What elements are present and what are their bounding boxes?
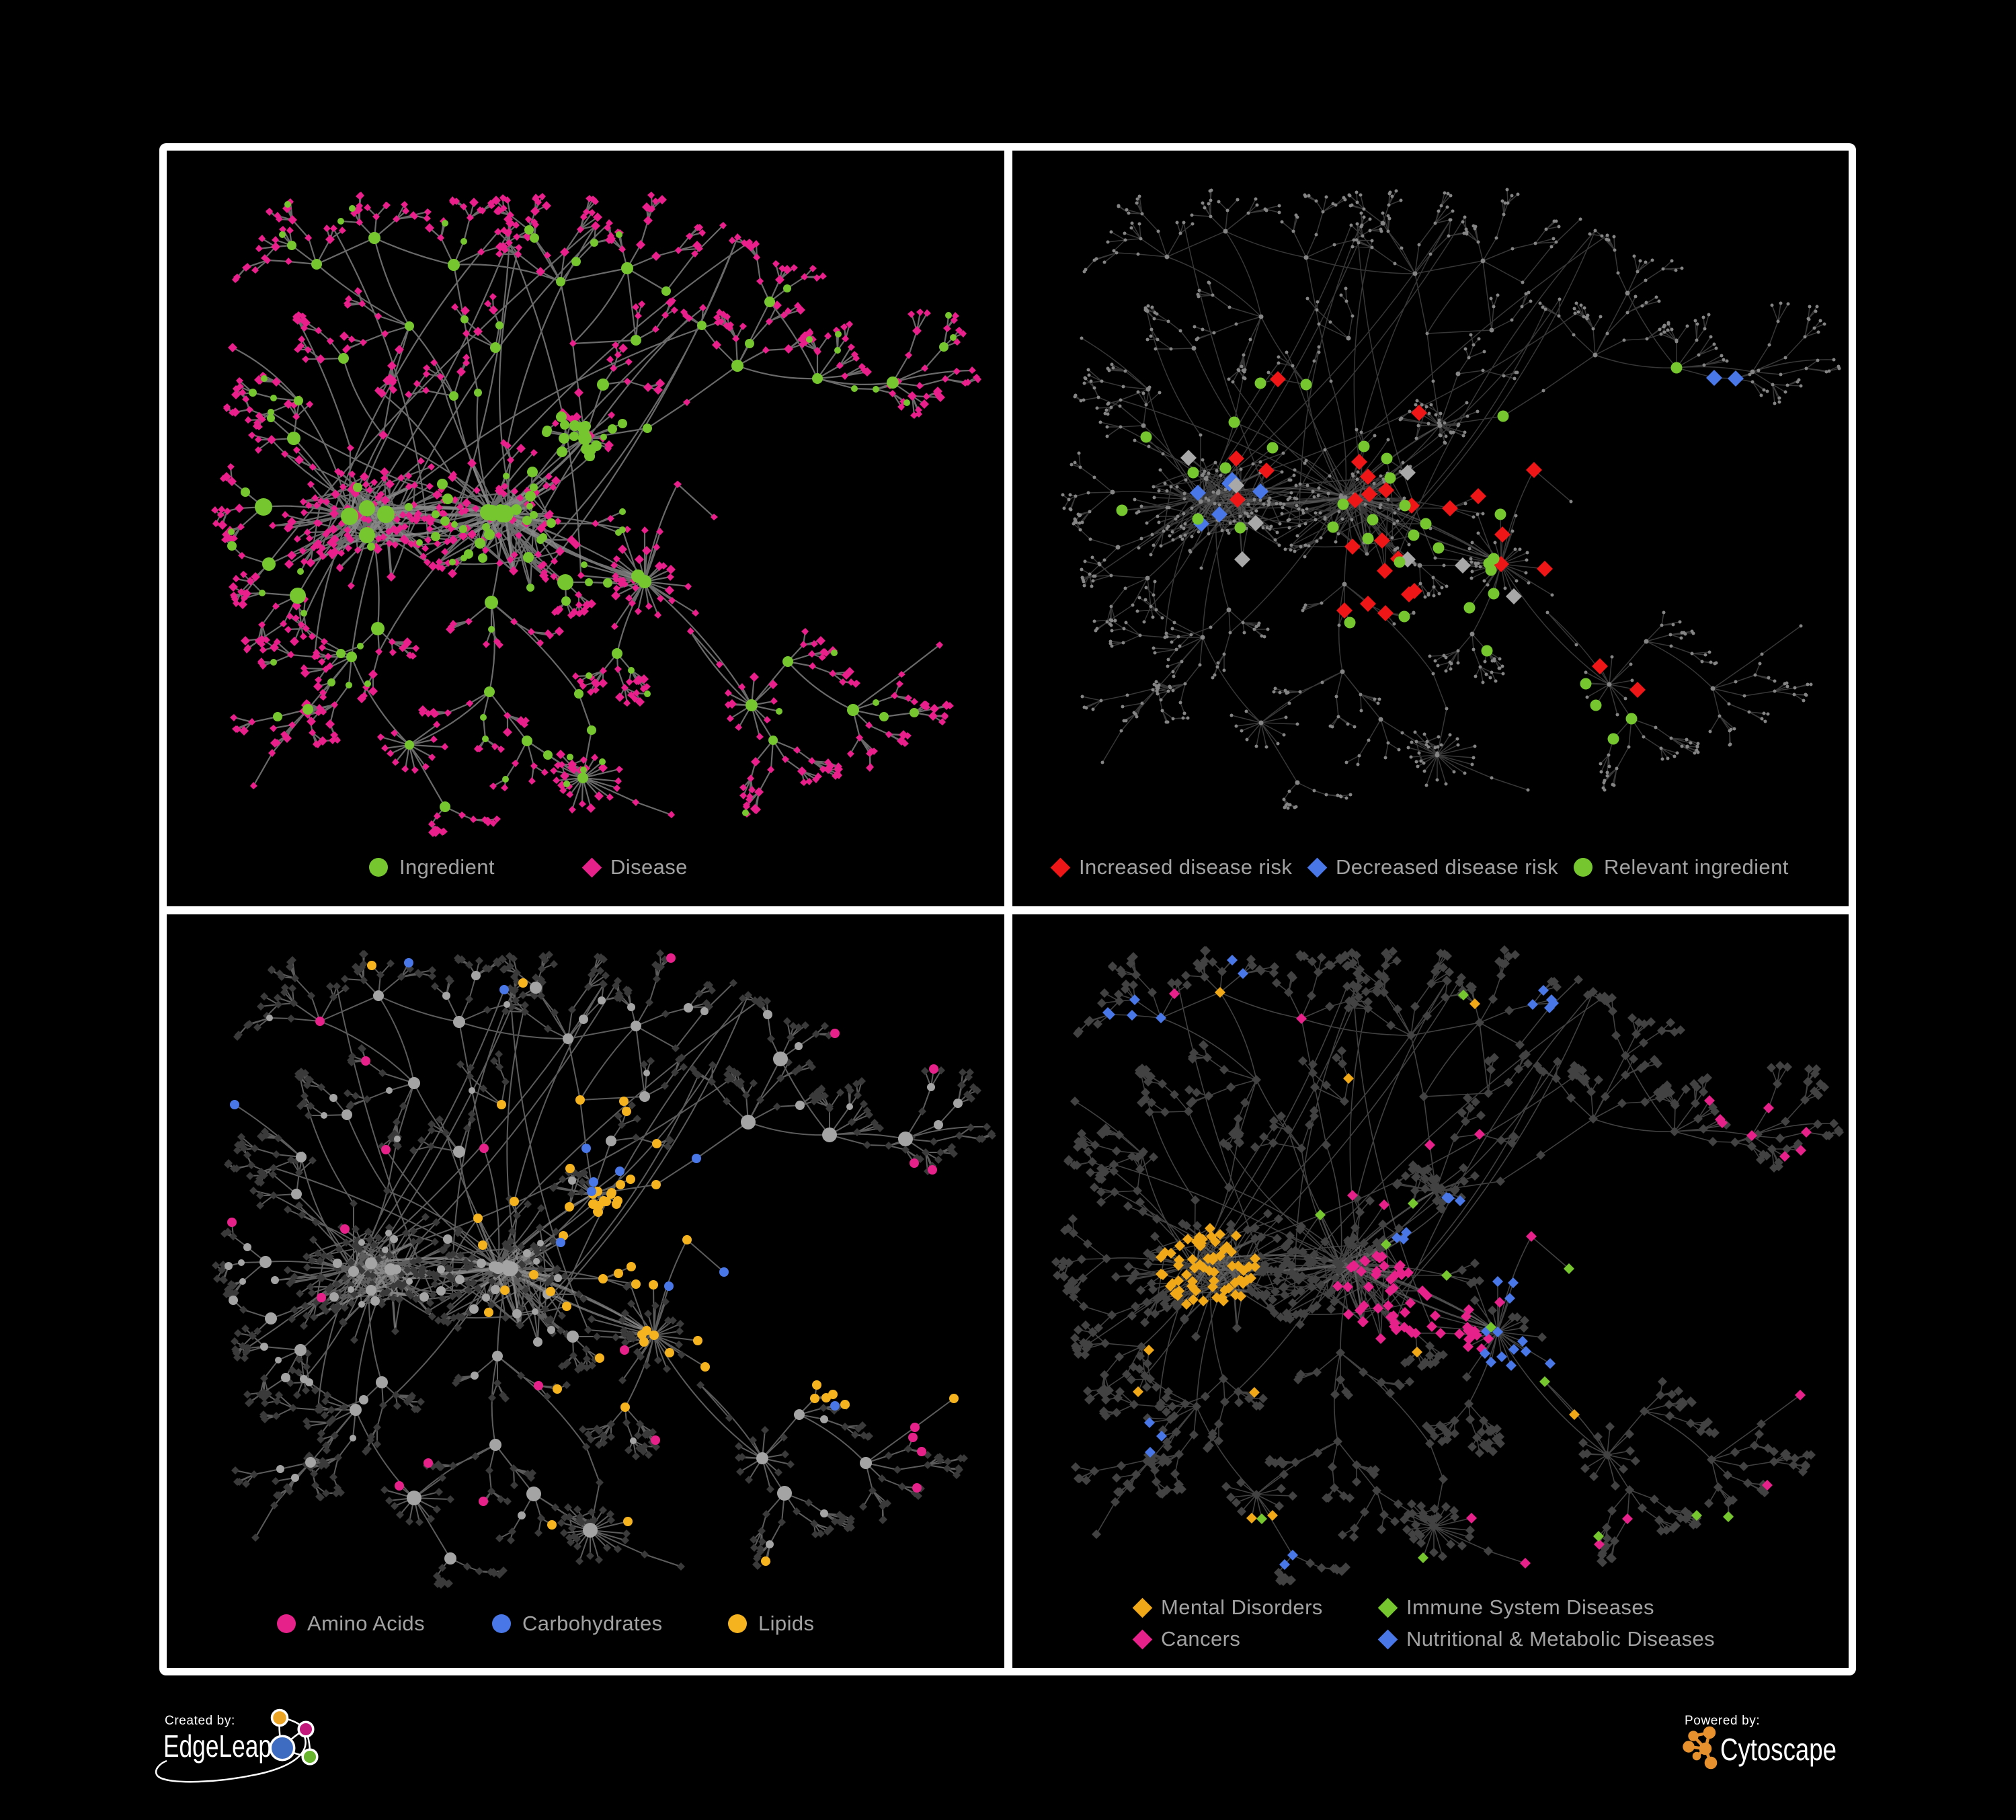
svg-text:Created by:: Created by: <box>165 1714 235 1728</box>
svg-text:Powered by:: Powered by: <box>1685 1714 1760 1728</box>
svg-text:Cytoscape: Cytoscape <box>1720 1732 1837 1767</box>
svg-text:EdgeLeap: EdgeLeap <box>163 1729 272 1764</box>
